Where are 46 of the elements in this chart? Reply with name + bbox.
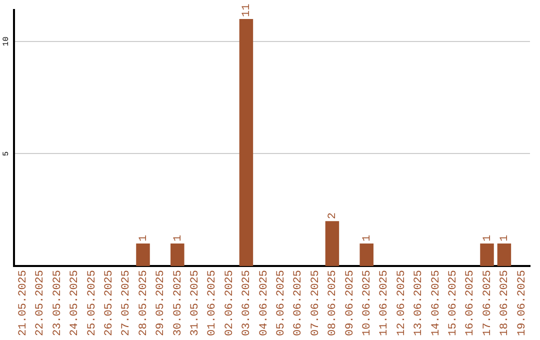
x-tick-label: 22.05.2025: [34, 270, 47, 336]
data-label: 1: [482, 234, 494, 242]
x-tick-label: 06.06.2025: [292, 270, 305, 336]
x-tick-label: 05.06.2025: [276, 270, 288, 336]
x-tick-label: 07.06.2025: [310, 270, 322, 336]
x-tick-label: 15.06.2025: [448, 270, 460, 336]
x-tick-label: 17.06.2025: [482, 270, 494, 336]
bar: [480, 244, 494, 266]
x-tick-label: 03.06.2025: [241, 270, 254, 336]
x-tick-label: 24.05.2025: [69, 270, 82, 336]
bar: [360, 244, 374, 266]
x-tick-label: 10.06.2025: [362, 270, 374, 336]
y-tick-label: 10: [2, 36, 12, 46]
x-tick-label: 21.05.2025: [18, 270, 30, 336]
data-label: 1: [362, 234, 374, 242]
x-tick-label: 11.06.2025: [378, 270, 391, 336]
data-label: 2: [327, 212, 340, 220]
bar: [497, 244, 512, 266]
data-label: 11: [241, 3, 254, 17]
x-tick-label: 02.06.2025: [224, 270, 236, 336]
x-tick-label: 31.05.2025: [190, 270, 202, 336]
x-tick-label: 04.06.2025: [258, 270, 270, 336]
data-label: 1: [172, 234, 184, 242]
x-tick-label: 26.05.2025: [104, 270, 116, 336]
bar: [170, 244, 184, 266]
bar: [239, 18, 254, 266]
x-tick-label: 25.05.2025: [86, 270, 98, 336]
x-tick-label: 08.06.2025: [327, 270, 340, 336]
x-tick-label: 29.05.2025: [155, 270, 168, 336]
bar: [325, 221, 340, 266]
data-label: 1: [138, 234, 150, 242]
x-tick-label: 18.06.2025: [499, 270, 512, 336]
x-tick-label: 09.06.2025: [344, 270, 356, 336]
x-tick-label: 28.05.2025: [138, 270, 150, 336]
x-tick-label: 16.06.2025: [464, 270, 477, 336]
y-tick-label: 5: [2, 151, 12, 156]
x-tick-label: 01.06.2025: [206, 270, 219, 336]
x-tick-label: 27.05.2025: [120, 270, 133, 336]
bar: [136, 244, 150, 266]
x-tick-label: 23.05.2025: [52, 270, 64, 336]
x-tick-label: 19.06.2025: [516, 270, 528, 336]
x-tick-label: 14.06.2025: [430, 270, 442, 336]
x-tick-label: 12.06.2025: [396, 270, 408, 336]
x-tick-label: 30.05.2025: [172, 270, 184, 336]
data-label: 1: [499, 234, 512, 242]
x-tick-label: 13.06.2025: [413, 270, 426, 336]
